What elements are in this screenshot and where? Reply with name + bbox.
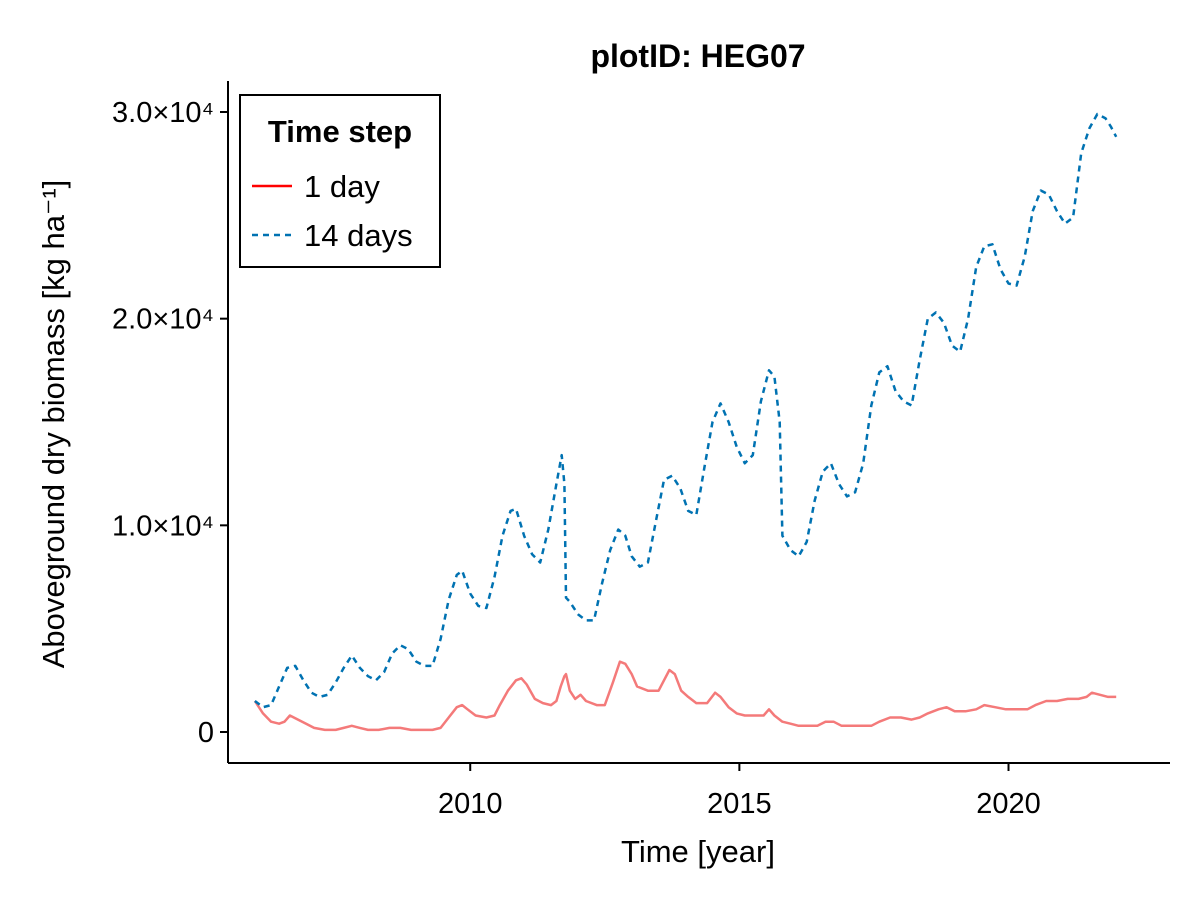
x-axis-label: Time [year] xyxy=(621,834,775,869)
y-tick-label: 2.0×10⁴ xyxy=(112,304,214,336)
y-ticks: 0 1.0×10⁴ 2.0×10⁴ 3.0×10⁴ xyxy=(112,97,228,749)
x-tick-label: 2020 xyxy=(976,788,1041,820)
x-tick-label: 2015 xyxy=(707,788,772,820)
series-layer xyxy=(253,112,1118,732)
legend-label-1-day: 1 day xyxy=(304,169,380,204)
y-tick-label: 1.0×10⁴ xyxy=(112,510,214,542)
y-tick-label: 3.0×10⁴ xyxy=(112,97,214,129)
series-line-1-day xyxy=(253,660,1117,732)
chart-title: plotID: HEG07 xyxy=(590,38,805,74)
x-tick-label: 2010 xyxy=(438,788,503,820)
y-tick-label: 0 xyxy=(198,717,214,749)
legend-box xyxy=(239,94,441,268)
y-axis-label: Aboveground dry biomass [kg ha⁻¹] xyxy=(36,180,71,669)
x-ticks: 2010 2015 2020 xyxy=(438,763,1041,820)
series-line-14-days xyxy=(254,112,1118,709)
legend-label-14-days: 14 days xyxy=(304,218,413,253)
legend: Time step 1 day 14 days xyxy=(239,94,441,268)
legend-title: Time step xyxy=(268,114,412,149)
